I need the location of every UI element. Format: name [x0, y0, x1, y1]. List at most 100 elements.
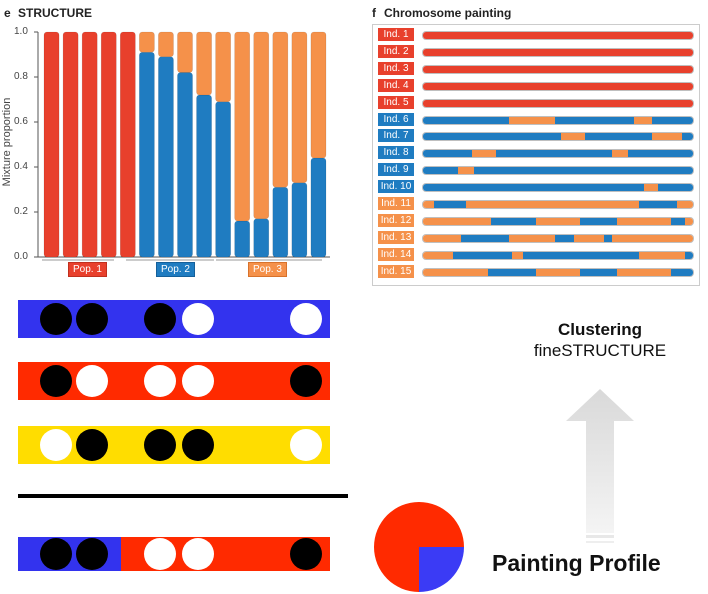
white-allele-dot — [290, 303, 322, 335]
bar-segment — [310, 157, 327, 258]
bar-segment — [81, 31, 98, 258]
white-allele-dot — [182, 365, 214, 397]
black-allele-dot — [76, 538, 108, 570]
bar-segment — [196, 94, 212, 258]
bar-segment — [43, 31, 60, 258]
chromosome-segment — [423, 251, 453, 259]
chromosome-bar — [422, 267, 694, 277]
chromosome-segment — [423, 167, 459, 175]
individual-label: Ind. 6 — [378, 112, 414, 126]
white-allele-dot — [144, 538, 176, 570]
painting-pie-chart — [374, 502, 464, 592]
chromosome-segment — [638, 251, 685, 259]
bar-segment — [234, 31, 251, 222]
panel-e-letter: e — [4, 6, 11, 20]
chromosome-bar — [422, 250, 694, 260]
bar-segment — [139, 31, 155, 53]
black-allele-dot — [40, 538, 72, 570]
chromosome-segment — [423, 184, 645, 192]
individual-label: Ind. 12 — [378, 213, 414, 227]
bar-segment — [253, 218, 270, 258]
chromosome-segment — [536, 268, 580, 276]
black-allele-dot — [182, 429, 214, 461]
chromosome-segment — [512, 251, 523, 259]
chromosome-segment — [579, 268, 618, 276]
chromosome-segment — [423, 150, 472, 158]
chromosome-bar — [422, 64, 694, 74]
panel-e-title: STRUCTURE — [18, 6, 92, 20]
y-tick-label: 0.6 — [14, 116, 28, 127]
individual-label: Ind. 14 — [378, 247, 414, 261]
white-allele-dot — [76, 365, 108, 397]
chromosome-segment — [684, 217, 693, 225]
chromosome-segment — [555, 234, 575, 242]
bar-segment — [62, 31, 79, 258]
chromosome-segment — [671, 268, 693, 276]
chromosome-segment — [460, 234, 510, 242]
white-allele-dot — [182, 303, 214, 335]
bar-segment — [215, 101, 231, 258]
chromosome-painting-panel: Ind. 1 Ind. 2 Ind. 3 Ind. 4 Ind. 5 Ind. 6 Ind.… — [372, 24, 700, 286]
chromosome-segment — [676, 201, 693, 208]
chromosome-segment — [423, 133, 561, 141]
chromosome-segment — [423, 201, 434, 208]
pie-slice-blue — [419, 547, 464, 592]
clustering-method: fineSTRUCTURE — [533, 341, 667, 360]
bar-segment — [291, 182, 308, 258]
chromosome-bar — [422, 183, 694, 193]
chromosome-segment — [474, 167, 693, 175]
black-allele-dot — [144, 303, 176, 335]
bar-segment — [119, 31, 136, 258]
chromosome-segment — [644, 184, 658, 192]
bar-segment — [100, 31, 117, 258]
y-tick-label: 0.4 — [14, 161, 28, 172]
chromosome-segment — [471, 150, 496, 158]
chromosome-bar — [422, 233, 694, 243]
chromosome-segment — [423, 32, 693, 39]
chromosome-segment — [423, 234, 461, 242]
bar-segment — [253, 31, 270, 220]
bar-segment — [272, 31, 289, 188]
chromosome-segment — [423, 116, 510, 124]
black-allele-dot — [40, 365, 72, 397]
black-allele-dot — [76, 303, 108, 335]
chromosome-segment — [536, 217, 580, 225]
individual-label: Ind. 15 — [378, 264, 414, 278]
white-allele-dot — [290, 429, 322, 461]
individual-label: Ind. 13 — [378, 230, 414, 244]
chromosome-segment — [652, 116, 693, 124]
chromosome-segment — [423, 82, 693, 90]
individual-label: Ind. 5 — [378, 95, 414, 109]
chromosome-segment — [495, 150, 612, 158]
chromosome-segment — [611, 150, 629, 158]
y-tick-label: 0.8 — [14, 71, 28, 82]
chromosome-segment — [522, 251, 639, 259]
panel-f-letter: f — [372, 6, 376, 20]
chromosome-bar — [422, 98, 694, 108]
bar-segment — [158, 31, 174, 58]
bar-segment — [177, 72, 193, 258]
chromosome-segment — [617, 268, 672, 276]
chromosome-segment — [423, 48, 693, 56]
black-allele-dot — [290, 538, 322, 570]
individual-label: Ind. 7 — [378, 129, 414, 143]
bar-segment — [139, 51, 155, 258]
white-allele-dot — [40, 429, 72, 461]
chromosome-segment — [684, 251, 693, 259]
chromosome-bar — [422, 31, 694, 40]
chromosome-segment — [433, 201, 467, 208]
chromosome-segment — [466, 201, 639, 208]
individual-label: Ind. 11 — [378, 197, 414, 210]
panel-f-title: Chromosome painting — [384, 6, 512, 20]
black-allele-dot — [76, 429, 108, 461]
chromosome-segment — [574, 234, 604, 242]
white-allele-dot — [144, 365, 176, 397]
bar-segment — [291, 31, 308, 184]
clustering-title: Clustering — [557, 320, 643, 339]
structure-bar-chart — [34, 31, 330, 261]
chromosome-segment — [579, 217, 618, 225]
chromosome-segment — [657, 184, 693, 192]
chromosome-segment — [423, 268, 488, 276]
pop-3-label: Pop. 3 — [248, 262, 287, 277]
chromosome-segment — [603, 234, 612, 242]
